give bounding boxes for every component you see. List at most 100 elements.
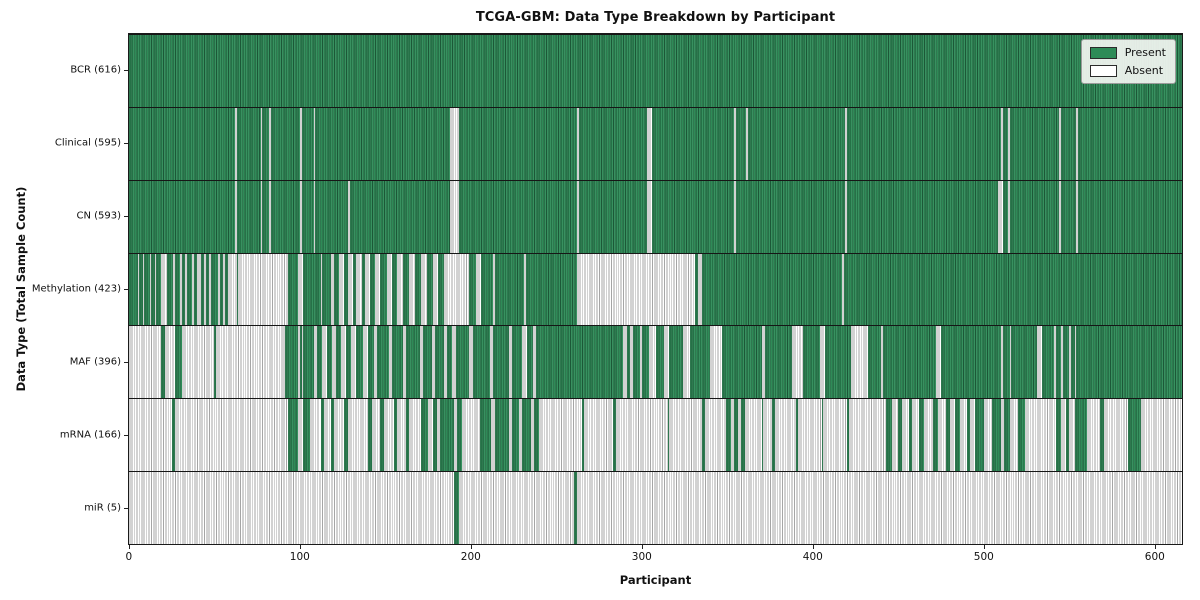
absent-segment [850, 326, 868, 399]
absent-segment [848, 399, 887, 472]
absent-segment [180, 253, 182, 326]
absent-segment [705, 399, 726, 472]
present-segment [423, 326, 432, 399]
present-segment [182, 253, 186, 326]
absent-segment [129, 326, 162, 399]
absent-segment [845, 180, 848, 253]
absent-segment [1009, 326, 1012, 399]
present-segment [214, 326, 217, 399]
absent-segment [901, 399, 909, 472]
absent-segment [683, 326, 690, 399]
present-segment [667, 399, 670, 472]
present-segment [1077, 180, 1182, 253]
present-segment [193, 253, 198, 326]
absent-segment [1059, 107, 1061, 180]
present-segment [236, 180, 261, 253]
present-segment [315, 180, 348, 253]
x-tick-mark [1154, 545, 1156, 549]
present-segment [898, 399, 902, 472]
absent-segment [351, 326, 357, 399]
present-segment [356, 326, 364, 399]
y-tick-mark [124, 508, 128, 510]
absent-segment [173, 253, 176, 326]
present-segment [440, 399, 454, 472]
absent-segment [260, 180, 263, 253]
present-segment [236, 253, 239, 326]
present-segment [315, 107, 451, 180]
absent-segment [508, 399, 512, 472]
present-segment [219, 253, 224, 326]
absent-segment [763, 399, 772, 472]
x-tick-mark [299, 545, 301, 549]
present-segment [171, 399, 176, 472]
absent-segment [1007, 107, 1010, 180]
absent-segment [269, 180, 271, 253]
absent-segment [299, 107, 302, 180]
absent-segment [192, 253, 194, 326]
absent-segment [823, 399, 848, 472]
x-tick-label: 400 [802, 551, 823, 563]
present-segment [284, 326, 299, 399]
present-segment [288, 253, 299, 326]
absent-segment [154, 253, 157, 326]
present-segment [493, 326, 509, 399]
absent-segment [761, 326, 766, 399]
absent-segment [1001, 107, 1003, 180]
present-segment [352, 253, 357, 326]
absent-segment [334, 399, 345, 472]
absent-segment [443, 326, 448, 399]
present-segment [954, 399, 960, 472]
present-segment [867, 326, 882, 399]
present-segment [224, 253, 229, 326]
present-segment [236, 107, 261, 180]
present-segment [771, 399, 776, 472]
present-segment [652, 180, 735, 253]
present-segment [406, 326, 420, 399]
absent-segment [949, 399, 955, 472]
absent-segment [129, 399, 172, 472]
absent-segment [1059, 180, 1061, 253]
present-segment [725, 399, 731, 472]
absent-segment [330, 253, 335, 326]
present-segment [346, 326, 352, 399]
y-tick-mark [124, 289, 128, 290]
absent-segment [576, 253, 695, 326]
absent-segment [1069, 326, 1072, 399]
present-segment [578, 107, 648, 180]
x-tick-label: 600 [1144, 551, 1165, 563]
present-segment [472, 326, 490, 399]
present-segment [847, 180, 998, 253]
present-segment [299, 326, 302, 399]
present-segment [156, 253, 162, 326]
absent-segment [664, 326, 670, 399]
legend: Present Absent [1080, 39, 1176, 84]
present-segment [1062, 326, 1070, 399]
present-segment [426, 253, 434, 326]
absent-segment [530, 399, 535, 472]
present-segment [392, 326, 403, 399]
present-segment [330, 399, 335, 472]
absent-segment [1054, 326, 1056, 399]
present-segment [1060, 107, 1077, 180]
present-segment [821, 399, 824, 472]
present-segment [361, 253, 365, 326]
y-tick-label: Clinical (595) [54, 137, 121, 149]
present-segment [1074, 399, 1087, 472]
present-segment [317, 326, 323, 399]
present-segment [527, 326, 533, 399]
present-segment [741, 399, 745, 472]
absent-segment [937, 399, 947, 472]
absent-segment [269, 107, 271, 180]
present-segment [1002, 326, 1010, 399]
present-segment [633, 326, 641, 399]
y-tick-label: BCR (616) [70, 64, 121, 76]
absent-segment [648, 326, 656, 399]
present-segment [455, 326, 470, 399]
y-tick-mark [124, 435, 128, 437]
absent-segment [373, 326, 377, 399]
absent-segment [339, 253, 345, 326]
present-segment [918, 399, 925, 472]
absent-segment [175, 399, 288, 472]
present-segment [975, 399, 984, 472]
present-segment [652, 107, 735, 180]
